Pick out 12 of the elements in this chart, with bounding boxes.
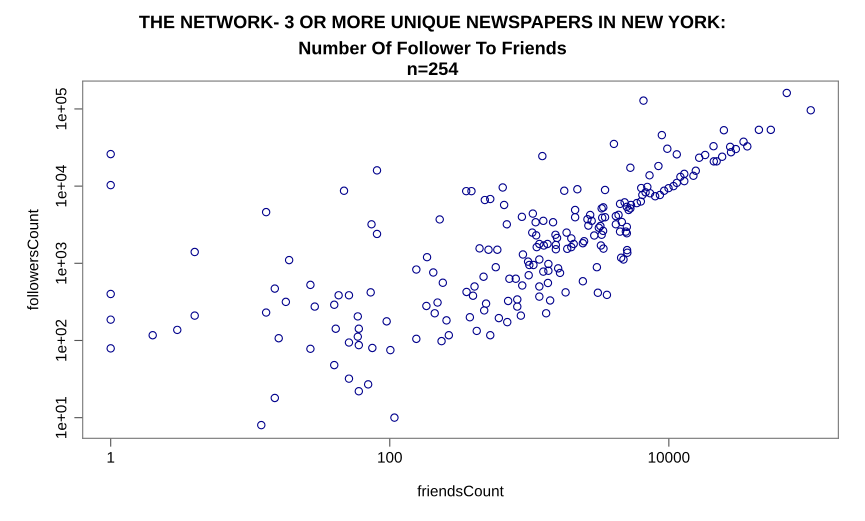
- y-axis-title: followersCount: [27, 209, 38, 310]
- y-tick-label: 1e+01: [56, 396, 66, 438]
- x-axis-title: friendsCount: [417, 485, 504, 496]
- y-tick-label: 1e+02: [56, 320, 66, 361]
- x-tick-label: 100: [378, 452, 402, 463]
- y-tick-label: 1e+05: [56, 88, 66, 130]
- chart-title: THE NETWORK- 3 OR MORE UNIQUE NEWSPAPERS IN NEW YORK:: [139, 16, 724, 32]
- chart-subtitle: Number Of Follower To Friends n=254: [299, 41, 566, 76]
- y-tick-label: 1e+04: [56, 165, 66, 206]
- x-tick-label: 10000: [648, 452, 690, 463]
- x-tick-label: 1: [108, 452, 114, 463]
- y-tick-label: 1e+03: [56, 242, 66, 284]
